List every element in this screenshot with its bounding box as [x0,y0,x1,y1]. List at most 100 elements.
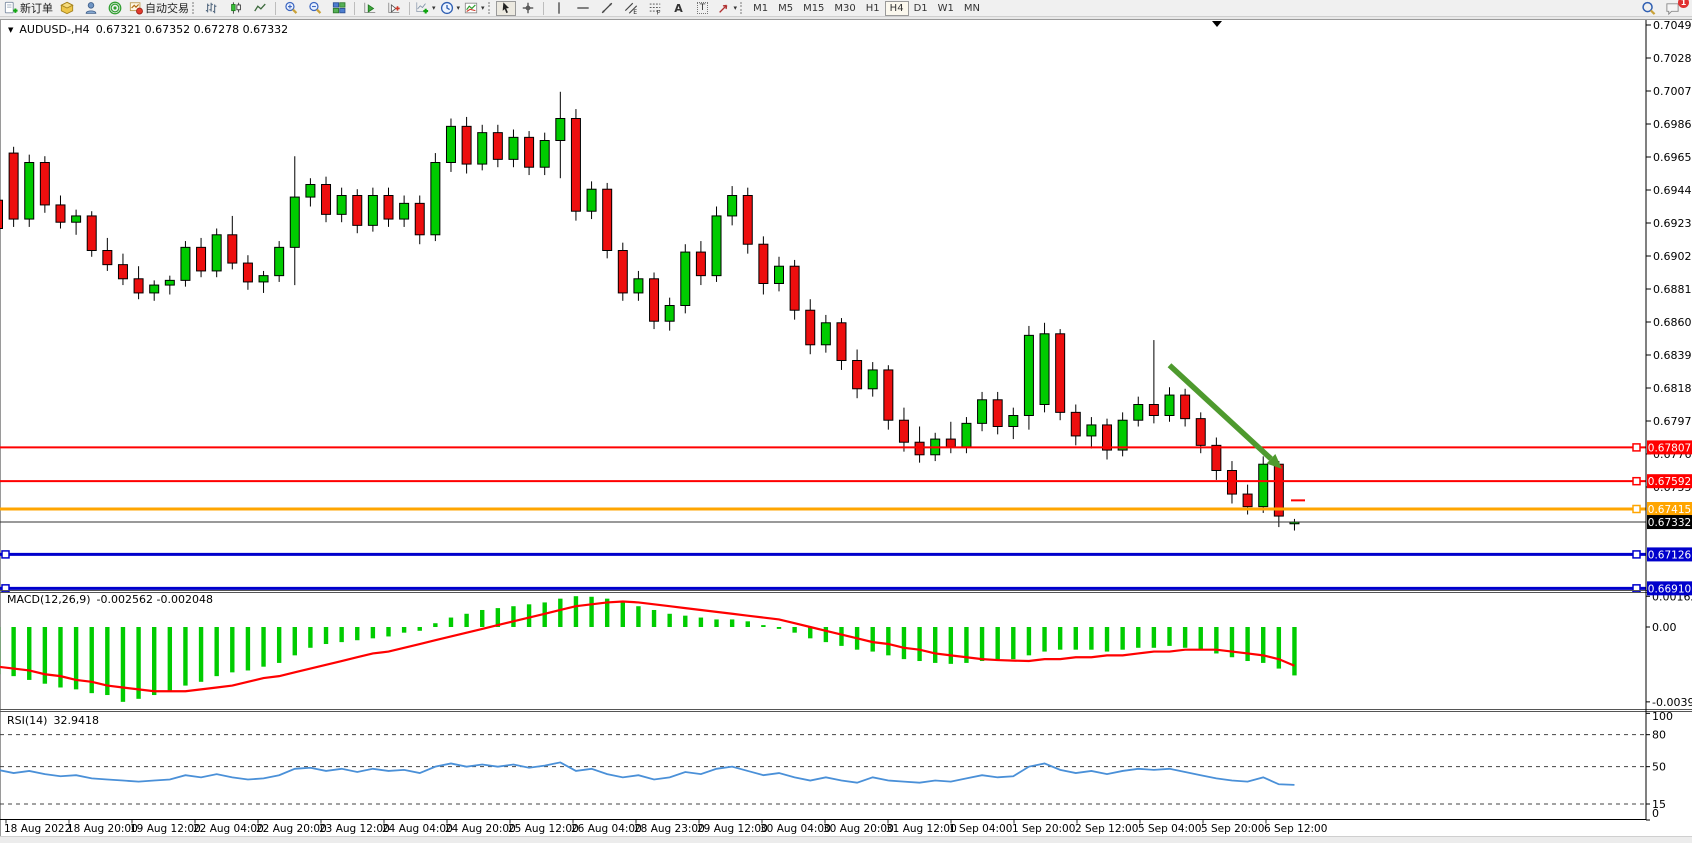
line-handle[interactable] [1632,443,1641,452]
macd-signal-line [0,600,1295,693]
macd-axis-label: 0.00 [1652,621,1677,634]
macd-histogram-bar [480,609,485,627]
tab-timeframe-w1[interactable]: W1 [937,2,954,14]
macd-histogram-bar [636,606,641,627]
new-order-icon [4,1,18,14]
line-handle[interactable] [1632,504,1641,514]
candlestick-chart-button[interactable] [224,1,248,16]
scroll-marker-icon[interactable] [1212,21,1222,27]
macd-histogram-bar [761,625,766,627]
tab-timeframe-m1[interactable]: M1 [753,2,769,14]
vertical-line-button[interactable] [547,1,571,16]
label-tool-button[interactable]: T [691,1,715,16]
vertical-line-icon [557,2,560,14]
macd-histogram-bar [167,627,173,692]
trend-arrow-head[interactable] [1266,453,1282,469]
tab-timeframe-m30[interactable]: M30 [834,2,856,14]
candle-bullish [1258,463,1269,508]
macd-histogram-bar [1073,627,1078,650]
candle-bearish [695,251,706,277]
candle-bearish [414,202,425,236]
trend-arrow[interactable] [1167,363,1273,461]
candle-bearish [789,265,800,311]
fibonacci-button[interactable]: F [643,1,667,16]
macd-histogram-bar [433,623,438,627]
tester-step-button[interactable] [382,1,406,16]
candle-bullish [445,125,456,163]
line-handle[interactable] [1632,550,1641,559]
channel-button[interactable]: E [619,1,643,16]
indicators-button[interactable]: ▾ [413,1,438,16]
horizontal-line-button[interactable] [571,1,595,16]
price-axis-label: 0.68395 [1653,349,1692,362]
line-handle[interactable] [1,550,10,559]
trendline-button[interactable] [595,1,619,16]
tab-timeframe-d1[interactable]: D1 [913,2,928,14]
zoom-out-button[interactable] [303,1,327,16]
macd-histogram-bar [58,627,63,688]
templates-button[interactable]: ▾ [462,1,487,16]
market-cube-icon [60,1,74,15]
new-order-button[interactable]: 新订单 [2,1,55,16]
macd-histogram-bar [417,627,422,631]
line-handle[interactable] [1632,584,1641,593]
signals-button[interactable] [103,1,127,16]
tester-play-button[interactable] [358,1,382,16]
macd-histogram-bar [1214,627,1219,654]
candle-bearish [898,419,909,443]
search-button[interactable] [1636,1,1660,16]
candle-bullish [1164,394,1175,417]
macd-histogram-bar [745,621,750,627]
price-badge [1647,547,1692,562]
tile-windows-button[interactable] [327,1,351,16]
periods-button[interactable]: ▾ [438,1,463,16]
candle-bullish [399,202,410,220]
macd-histogram-bar [120,627,126,702]
macd-histogram-bar [1151,627,1157,648]
time-axis-label: 2 Sep 12:00 [1075,823,1138,835]
cursor-button[interactable] [495,0,516,16]
tab-timeframe-m15[interactable]: M15 [803,2,825,14]
macd-histogram-bar [73,627,79,690]
macd-histogram-bar [917,627,922,662]
tab-timeframe-mn[interactable]: MN [963,2,980,14]
rsi-axis-label: 80 [1652,729,1666,742]
window-collapse-icon[interactable]: ▼ [8,25,14,34]
macd-histogram-bar [136,627,141,699]
text-tool-button[interactable]: A [667,1,691,16]
search-icon [1641,1,1655,15]
market-button[interactable] [55,1,79,16]
rsi-value: 32.9418 [53,714,99,727]
tab-timeframe-h4[interactable]: H4 [884,0,909,16]
candle-bullish [1117,419,1128,451]
bar-chart-button[interactable] [200,1,224,16]
candle-bearish [352,195,363,226]
price-badge-label: 0.67592 [1648,476,1691,488]
crosshair-button[interactable] [516,1,540,16]
time-axis-label: 23 Aug 12:00 [319,823,390,835]
price-badge-label: 0.67126 [1648,549,1692,561]
macd-histogram-bar [1026,627,1032,656]
channel-icon: E [624,2,637,15]
line-handle[interactable] [1,584,10,593]
line-chart-button[interactable] [248,1,272,16]
candle-bearish [1180,394,1191,420]
shapes-button[interactable]: ▾ [715,1,740,16]
tab-timeframe-h1[interactable]: H1 [865,2,880,14]
new-order-label: 新订单 [20,1,53,15]
candle-bullish [539,140,550,168]
time-axis-label: 18 Aug 2022 [4,823,71,835]
notifications-button[interactable]: 1 [1660,0,1689,16]
toolbar-separator [409,1,410,15]
tab-timeframe-m5[interactable]: M5 [778,2,794,14]
candle-bearish [117,264,128,280]
zoom-in-button[interactable] [279,1,303,16]
profile-button[interactable] [79,1,103,16]
candle-bearish [321,184,332,215]
time-axis-label: 30 Aug 04:00 [760,823,831,835]
autotrade-button[interactable]: 自动交易 [127,1,191,16]
rsi-line [0,761,1295,786]
line-handle[interactable] [1632,476,1641,486]
